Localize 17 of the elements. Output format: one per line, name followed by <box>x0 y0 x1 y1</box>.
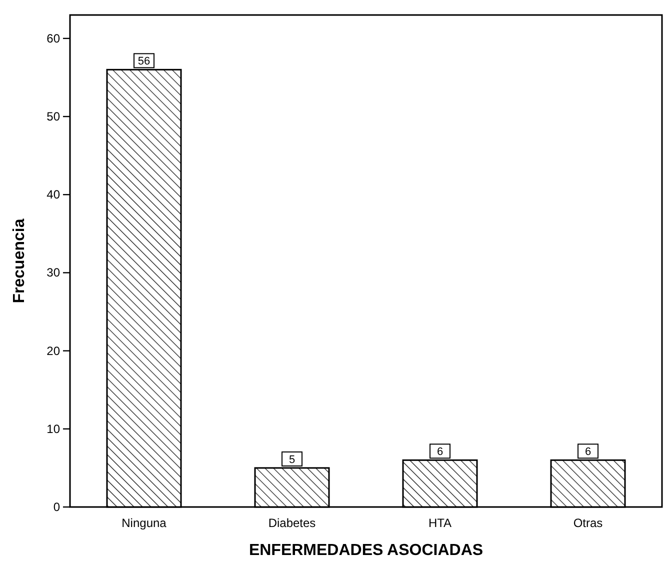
y-tick-label: 30 <box>46 266 60 280</box>
data-label: 6 <box>584 446 592 458</box>
y-tick-label: 20 <box>46 344 60 358</box>
x-tick-label: Ninguna <box>122 516 167 530</box>
data-label: 6 <box>436 446 444 458</box>
y-tick-label: 50 <box>46 110 60 124</box>
y-tick-label: 0 <box>53 500 60 514</box>
y-tick-label: 60 <box>46 31 60 46</box>
data-label: 56 <box>138 56 150 68</box>
y-tick-label: 10 <box>46 422 60 436</box>
x-tick-label: HTA <box>428 516 452 530</box>
x-tick-label: Otras <box>573 516 603 530</box>
x-tick-label: Diabetes <box>268 516 316 530</box>
y-tick-label: 40 <box>46 188 60 202</box>
data-label: 5 <box>288 454 296 466</box>
x-axis-title: ENFERMEDADES ASOCIADAS <box>248 542 484 559</box>
y-axis-title: Frecuencia <box>11 218 28 304</box>
